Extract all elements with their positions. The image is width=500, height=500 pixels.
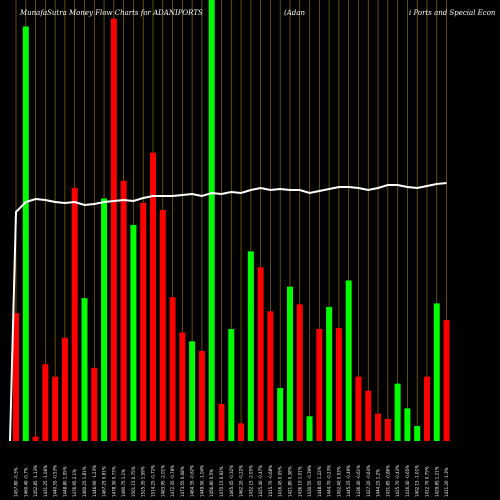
- x-tick-label: 1478.30 0.73%: [111, 466, 116, 497]
- money-flow-bar: [257, 267, 264, 441]
- money-flow-bar: [159, 209, 166, 441]
- money-flow-bar: [52, 376, 59, 441]
- x-tick-label: 1456.80 0.5%: [209, 469, 214, 497]
- money-flow-bar: [169, 297, 176, 441]
- x-tick-label: 1501.15 0.75%: [131, 466, 136, 497]
- money-flow-bar: [238, 423, 245, 441]
- x-tick-label: 1445.25 -0.49%: [346, 465, 351, 497]
- title-main: MunafaSutra Money Flow Charts for ADANIP…: [19, 9, 203, 17]
- x-tick-label: 1427.20 -0.64%: [366, 465, 371, 497]
- money-flow-bar: [433, 303, 440, 441]
- money-flow-bar: [189, 341, 196, 441]
- x-tick-label: 1416.45 0.05%: [278, 466, 283, 497]
- x-tick-label: 1483.95 -2.01%: [160, 465, 165, 497]
- x-tick-label: 1411.20 -1.3%: [444, 467, 449, 497]
- x-tick-label: 1473.55 0.08%: [180, 466, 185, 497]
- money-flow-bar: [81, 298, 88, 441]
- x-tick-label: 1476.95 2.1%: [72, 469, 77, 497]
- money-flow-bar: [140, 202, 147, 441]
- money-flow-bar: [71, 187, 78, 441]
- money-flow-bar: [326, 306, 333, 441]
- x-tick-label: 1412.70 0.75%: [424, 466, 429, 497]
- x-tick-label: 1457.80 -0.3%: [14, 467, 19, 497]
- x-tick-label: 1462.20 -0.22%: [239, 465, 244, 497]
- x-tick-label: 1440.35 -0.53%: [53, 465, 58, 497]
- x-tick-label: 1460.40 -0.7%: [23, 467, 28, 497]
- money-flow-bar: [61, 337, 68, 441]
- x-tick-label: 1436.40 -0.61%: [356, 465, 361, 497]
- money-flow-bar: [316, 328, 323, 441]
- money-flow-bar: [228, 328, 235, 441]
- x-tick-label: 1464.35 -0.62%: [190, 465, 195, 497]
- x-axis-tick-labels: 1457.80 -0.3% 1460.40 -0.7% 1452.85 -1.13%…: [14, 465, 450, 497]
- x-tick-label: 1452.40 0.53%: [336, 466, 341, 497]
- money-flow-bar: [335, 328, 342, 441]
- money-flow-bar: [384, 418, 391, 441]
- x-tick-label: 1525.35 1.59%: [141, 466, 146, 497]
- x-tick-label: 1432.15 -2.05%: [248, 465, 253, 497]
- x-tick-label: 1465.45 -0.32%: [229, 465, 234, 497]
- x-tick-label: 1472.35 -0.78%: [170, 465, 175, 497]
- money-flow-bar: [394, 383, 401, 441]
- money-flow-bar: [443, 320, 450, 441]
- money-flow-bar: [110, 18, 117, 441]
- money-flow-bar: [22, 26, 29, 442]
- money-flow-bar: [355, 376, 362, 441]
- money-flow-bar: [306, 416, 313, 441]
- x-tick-label: 1448.80 1.05%: [62, 466, 67, 497]
- x-tick-label: 1490.75 1.1%: [121, 469, 126, 497]
- money-flow-bar: [91, 367, 98, 441]
- money-flow-bar: [296, 304, 303, 441]
- x-tick-label: 1425.70 -0.43%: [395, 465, 400, 497]
- x-tick-label: 1460.25 1.81%: [82, 466, 87, 497]
- x-tick-label: 1470.15 0.92%: [219, 466, 224, 497]
- money-flow-bar: [286, 286, 293, 441]
- money-flow-bar: [130, 224, 137, 441]
- money-flow-bar: [101, 198, 108, 441]
- x-tick-label: 1448.05 1.22%: [317, 466, 322, 497]
- x-tick-label: 1444.25 1.2%: [376, 469, 381, 497]
- money-flow-bar: [198, 351, 205, 441]
- money-flow-bar: [218, 403, 225, 441]
- money-flow-bar: [32, 436, 39, 441]
- x-tick-label: 1514.25 -0.72%: [150, 465, 155, 497]
- money-flow-bar: [345, 280, 352, 441]
- money-flow-bar: [414, 426, 421, 441]
- money-flow-bar: [423, 376, 430, 441]
- money-flow-bar: [13, 313, 19, 441]
- money-flow-bar: [267, 311, 274, 441]
- money-flow-bar: [365, 390, 372, 441]
- x-tick-label: 1444.70 -0.23%: [327, 465, 332, 497]
- x-tick-label: 1416.40 -0.65%: [405, 465, 410, 497]
- x-tick-label: 1415.70 -0.68%: [268, 465, 273, 497]
- money-flow-bar: [375, 413, 382, 441]
- x-tick-label: 1449.50 -1.04%: [199, 465, 204, 497]
- x-tick-label: 1436.10 1.01%: [297, 466, 302, 497]
- title-company-part1: (Adan: [284, 9, 305, 17]
- x-tick-label: 1452.85 -1.13%: [33, 465, 38, 497]
- x-tick-label: 1446.90 -1.23%: [92, 465, 97, 497]
- money-flow-bar: [277, 388, 284, 441]
- money-flow-bar: [247, 251, 254, 441]
- x-tick-label: 1467.25 0.81%: [102, 466, 107, 497]
- money-flow-bar: [179, 332, 186, 441]
- x-tick-label: 1425.40 -0.47%: [258, 465, 263, 497]
- x-tick-label: 1431.25 -1.06%: [43, 465, 48, 497]
- money-flow-bars: [13, 0, 450, 442]
- chart-title: MunafaSutra Money Flow Charts for ADANIP…: [19, 9, 496, 17]
- x-tick-label: 1402.15 -1.01%: [415, 465, 420, 497]
- money-flow-bar: [149, 152, 156, 441]
- x-tick-label: 1430.55 -0.39%: [307, 465, 312, 497]
- trend-line: [9, 182, 447, 442]
- money-flow-bar: [42, 364, 49, 441]
- x-tick-label: 1421.80 0.38%: [287, 466, 292, 497]
- money-flow-bar: [404, 408, 411, 441]
- x-tick-label: 1429.85 1.21%: [434, 466, 439, 497]
- money-flow-bar: [120, 180, 127, 441]
- money-flow-bar: [208, 0, 215, 441]
- x-tick-label: 1431.85 -0.86%: [385, 465, 390, 497]
- title-company-part2: i Ports and Special Econ: [409, 9, 496, 17]
